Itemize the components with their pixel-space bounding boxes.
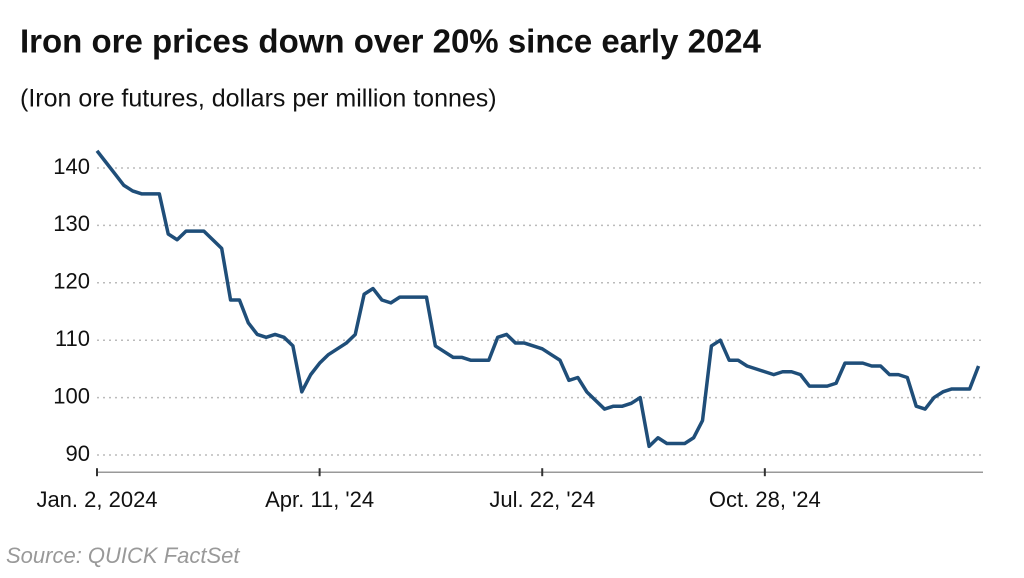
y-tick-label: 100 — [53, 383, 90, 408]
x-tick-label: Apr. 11, '24 — [265, 487, 374, 512]
chart-subtitle: (Iron ore futures, dollars per million t… — [20, 85, 497, 113]
y-tick-label: 140 — [53, 154, 90, 179]
y-tick-label: 90 — [66, 441, 90, 466]
source-note: Source: QUICK FactSet — [6, 543, 240, 568]
chart-title: Iron ore prices down over 20% since earl… — [20, 23, 762, 60]
price-line — [95, 149, 981, 449]
y-tick-label: 120 — [53, 269, 90, 294]
x-tick-label: Jul. 22, '24 — [489, 487, 595, 512]
y-tick-label: 130 — [53, 211, 90, 236]
y-tick-label: 110 — [55, 326, 90, 351]
x-tick-label: Jan. 2, 2024 — [36, 487, 157, 512]
x-tick-label: Oct. 28, '24 — [709, 487, 821, 512]
